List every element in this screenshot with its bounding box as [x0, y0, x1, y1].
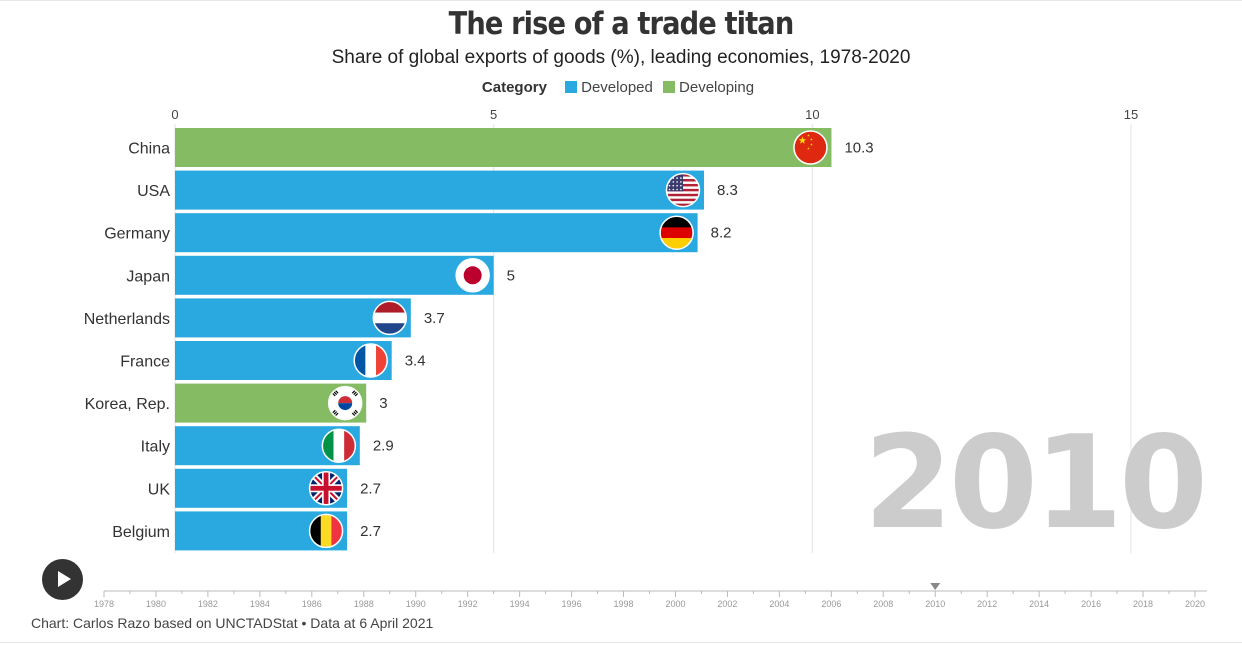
- x-tick-label: 10: [805, 107, 819, 122]
- timeline-year-label: 1982: [198, 599, 218, 609]
- value-labels: 10.3 8.3 8.2 5 3.7 3.4 3 2.9 2.7 2.7: [360, 140, 874, 540]
- value-label: 3.4: [405, 353, 426, 370]
- timeline-year-label: 1990: [406, 599, 426, 609]
- legend: Category Developed Developing: [0, 79, 1242, 96]
- category-label: Korea, Rep.: [85, 396, 170, 413]
- timeline-year-label: 1978: [94, 599, 114, 609]
- timeline-year-label: 1984: [250, 599, 270, 609]
- timeline-year-label: 2006: [821, 599, 841, 609]
- legend-item-developed[interactable]: Developed: [565, 79, 653, 96]
- value-label: 8.2: [711, 225, 732, 242]
- value-label: 8.3: [717, 182, 738, 199]
- timeline-year-label: 1994: [510, 599, 530, 609]
- bar-germany: [175, 213, 698, 253]
- bottom-rule: [0, 642, 1242, 643]
- flags: [308, 130, 828, 549]
- timeline-year-label: 2012: [977, 599, 997, 609]
- legend-swatch-developed: [565, 81, 578, 93]
- value-label: 10.3: [844, 140, 873, 157]
- bar-netherlands: [175, 298, 411, 338]
- timeline-year-label: 1986: [302, 599, 322, 609]
- bar-usa: [175, 170, 704, 210]
- timeline-ticks: [103, 591, 1196, 597]
- value-label: 5: [507, 267, 515, 284]
- category-label: China: [128, 141, 170, 158]
- timeline-marker[interactable]: [930, 583, 941, 590]
- timeline-year-label: 2020: [1185, 599, 1205, 609]
- uk-flag-icon: [308, 471, 344, 506]
- value-label: 3: [379, 395, 387, 412]
- bar-japan: [175, 255, 494, 295]
- bar-china: [175, 128, 832, 167]
- netherlands-flag-icon: [372, 300, 408, 336]
- legend-label-developed: Developed: [581, 79, 653, 96]
- x-axis-ticks: 0 5 10 15: [171, 107, 1138, 122]
- category-label: UK: [148, 481, 171, 498]
- legend-item-developing[interactable]: Developing: [663, 79, 754, 96]
- timeline-year-label: 2004: [769, 599, 789, 609]
- timeline-year-label: 2002: [717, 599, 737, 609]
- x-tick-label: 0: [171, 107, 178, 122]
- current-year-label: 2010: [863, 409, 1208, 558]
- belgium-flag-icon: [308, 513, 344, 549]
- timeline-year-label: 2000: [665, 599, 685, 609]
- category-label: France: [120, 354, 170, 371]
- timeline-year-label: 1996: [562, 599, 582, 609]
- category-label: Netherlands: [84, 311, 170, 328]
- category-label: Japan: [126, 268, 170, 285]
- legend-title: Category: [481, 79, 547, 96]
- top-rule: [0, 0, 1242, 1]
- chart-subtitle: Share of global exports of goods (%), le…: [331, 47, 911, 68]
- timeline-year-label: 2010: [925, 599, 945, 609]
- bar-chart: 0 5 10 15 China USA Germany Japan Netherlands Fr…: [84, 107, 1138, 553]
- play-button[interactable]: [42, 559, 83, 600]
- category-label: Belgium: [112, 524, 170, 541]
- category-label: Italy: [141, 439, 170, 456]
- legend-label-developing: Developing: [679, 79, 755, 96]
- chart-title: The rise of a trade titan: [448, 6, 795, 42]
- italy-flag-icon: [321, 428, 357, 463]
- timeline-year-label: 2014: [1029, 599, 1049, 609]
- japan-flag-icon: [455, 258, 490, 293]
- usa-flag-icon: [665, 172, 701, 208]
- france-flag-icon: [353, 343, 388, 378]
- legend-swatch-developing: [663, 81, 676, 93]
- value-label: 2.9: [373, 438, 394, 455]
- timeline-year-label: 2018: [1133, 599, 1153, 609]
- timeline-year-label: 2008: [873, 599, 893, 609]
- timeline-year-label: 1998: [614, 599, 634, 609]
- value-label: 3.7: [424, 310, 445, 327]
- timeline-year-label: 2016: [1081, 599, 1101, 609]
- category-label: Germany: [104, 226, 170, 243]
- play-icon: [58, 571, 71, 587]
- x-tick-label: 5: [490, 107, 497, 122]
- x-tick-label: 15: [1124, 107, 1138, 122]
- timeline-labels: 1978 1980 1982 1984 1986 1988 1990 1992 1994 1996…: [94, 599, 1205, 609]
- source-note: Chart: Carlos Razo based on UNCTADStat •…: [31, 615, 434, 631]
- value-label: 2.7: [360, 480, 381, 497]
- category-label: USA: [137, 183, 170, 200]
- category-labels: China USA Germany Japan Netherlands France Kor…: [84, 141, 171, 541]
- timeline-year-label: 1988: [354, 599, 374, 609]
- germany-flag-icon: [659, 215, 694, 250]
- value-label: 2.7: [360, 523, 381, 540]
- timeline-year-label: 1980: [146, 599, 166, 609]
- timeline-year-label: 1992: [458, 599, 478, 609]
- china-flag-icon: [793, 130, 828, 165]
